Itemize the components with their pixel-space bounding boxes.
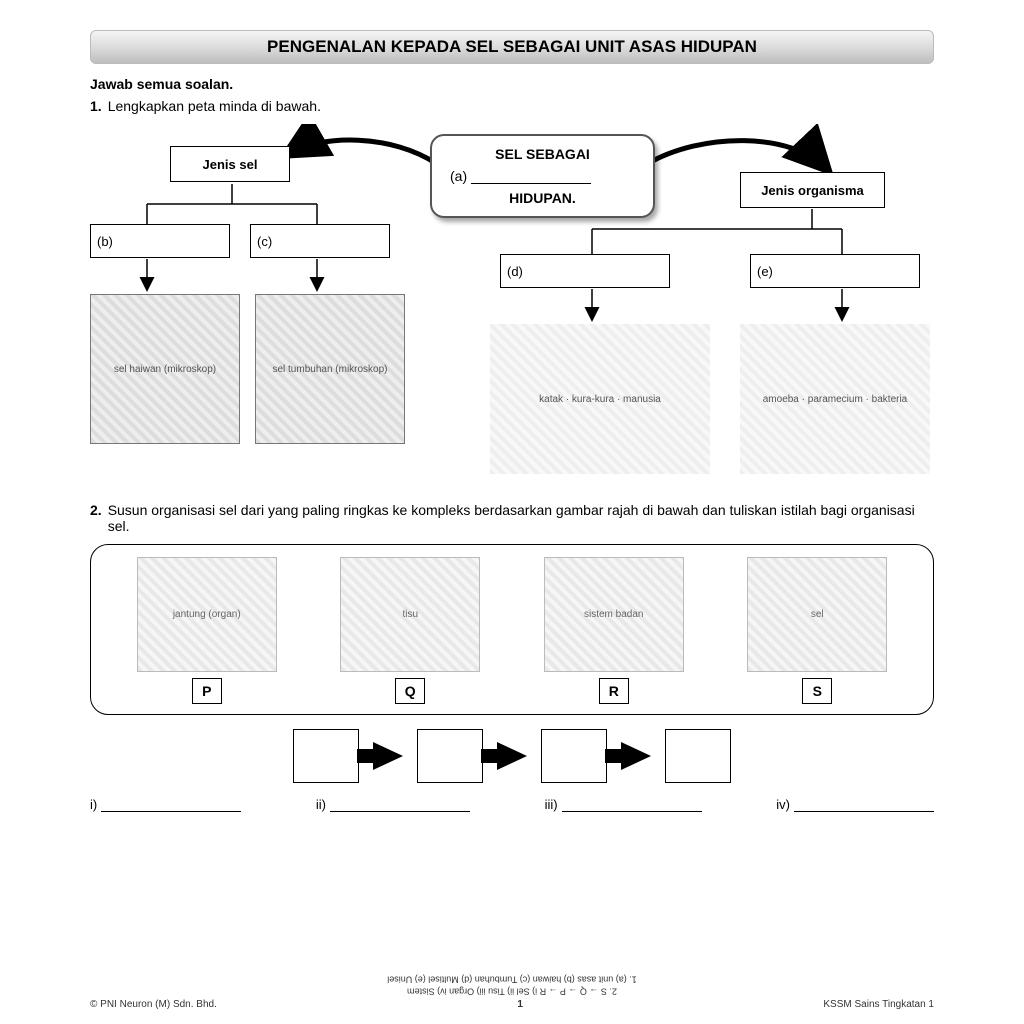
- box-d[interactable]: (d): [500, 254, 670, 288]
- img-b: sel haiwan (mikroskop): [90, 294, 240, 444]
- seq-box-1[interactable]: [293, 729, 359, 783]
- mindmap: SEL SEBAGAI (a) HIDUPAN. Jenis sel Jenis…: [90, 124, 934, 484]
- q2-item-r: sistem badan R: [544, 557, 684, 704]
- blank-iii[interactable]: [562, 798, 702, 812]
- box-jenis-organisma: Jenis organisma: [740, 172, 885, 208]
- blank-i[interactable]: [101, 798, 241, 812]
- footer-page: 1: [517, 999, 523, 1010]
- arrow-icon: [621, 742, 651, 770]
- label-p: P: [192, 678, 222, 704]
- q2-number: 2.: [90, 502, 102, 534]
- center-blank-label: (a): [450, 168, 467, 184]
- roman-iv: iv): [776, 797, 790, 812]
- instruction: Jawab semua soalan.: [90, 76, 934, 92]
- roman-ii: ii): [316, 797, 326, 812]
- q2-item-s: sel S: [747, 557, 887, 704]
- box-e[interactable]: (e): [750, 254, 920, 288]
- box-jenis-sel: Jenis sel: [170, 146, 290, 182]
- blank-a[interactable]: [471, 172, 591, 184]
- arrow-icon: [373, 742, 403, 770]
- question-2: 2. Susun organisasi sel dari yang paling…: [90, 502, 934, 534]
- seq-box-4[interactable]: [665, 729, 731, 783]
- box-b[interactable]: (b): [90, 224, 230, 258]
- q2-item-q: tisu Q: [340, 557, 480, 704]
- img-d: katak · kura-kura · manusia: [490, 324, 710, 474]
- q2-text: Susun organisasi sel dari yang paling ri…: [108, 502, 934, 534]
- q2-frame: jantung (organ) P tisu Q sistem badan R …: [90, 544, 934, 715]
- footer: © PNI Neuron (M) Sdn. Bhd. 1 KSSM Sains …: [90, 999, 934, 1010]
- answer-lines: i) ii) iii) iv): [90, 797, 934, 812]
- blank-ii[interactable]: [330, 798, 470, 812]
- question-1: 1. Lengkapkan peta minda di bawah.: [90, 98, 934, 114]
- label-r: R: [599, 678, 629, 704]
- footer-right: KSSM Sains Tingkatan 1: [823, 999, 934, 1010]
- seq-box-3[interactable]: [541, 729, 607, 783]
- center-box: SEL SEBAGAI (a) HIDUPAN.: [430, 134, 655, 218]
- img-p: jantung (organ): [137, 557, 277, 672]
- img-e: amoeba · paramecium · bakteria: [740, 324, 930, 474]
- center-line1: SEL SEBAGAI: [450, 146, 635, 162]
- center-line3: HIDUPAN.: [450, 190, 635, 206]
- roman-i: i): [90, 797, 97, 812]
- sequence-row: [90, 729, 934, 783]
- label-q: Q: [395, 678, 425, 704]
- label-s: S: [802, 678, 832, 704]
- img-q: tisu: [340, 557, 480, 672]
- seq-box-2[interactable]: [417, 729, 483, 783]
- page-title: PENGENALAN KEPADA SEL SEBAGAI UNIT ASAS …: [90, 30, 934, 64]
- roman-iii: iii): [545, 797, 558, 812]
- q1-text: Lengkapkan peta minda di bawah.: [108, 98, 321, 114]
- blank-iv[interactable]: [794, 798, 934, 812]
- img-r: sistem badan: [544, 557, 684, 672]
- q2-item-p: jantung (organ) P: [137, 557, 277, 704]
- arrow-icon: [497, 742, 527, 770]
- answer-key-inverted: 2. S → Q → P → R i) Sel ii) Tisu iii) Or…: [0, 973, 1024, 996]
- q1-number: 1.: [90, 98, 102, 114]
- footer-left: © PNI Neuron (M) Sdn. Bhd.: [90, 999, 217, 1010]
- box-c[interactable]: (c): [250, 224, 390, 258]
- img-s: sel: [747, 557, 887, 672]
- img-c: sel tumbuhan (mikroskop): [255, 294, 405, 444]
